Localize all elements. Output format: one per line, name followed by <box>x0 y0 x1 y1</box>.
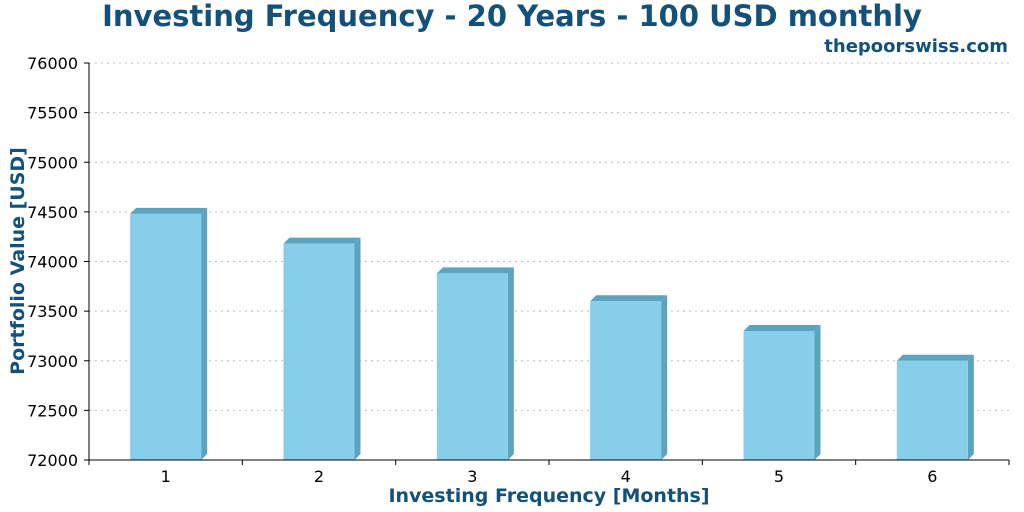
bar-3 <box>436 267 514 460</box>
x-tick-label: 4 <box>621 467 631 486</box>
y-tick-label: 72500 <box>27 401 78 420</box>
bar-front <box>283 243 355 460</box>
bar-front <box>590 301 662 460</box>
y-tick-label: 75500 <box>27 104 78 123</box>
x-axis-label: Investing Frequency [Months] <box>388 485 709 507</box>
y-tick-label: 73000 <box>27 352 78 371</box>
x-tick-label: 1 <box>161 467 171 486</box>
x-tick-label: 3 <box>467 467 477 486</box>
bar-top <box>436 267 514 274</box>
chart-title: Investing Frequency - 20 Years - 100 USD… <box>102 0 922 33</box>
y-tick-label: 74500 <box>27 203 78 222</box>
bar-top <box>590 295 668 302</box>
bar-5 <box>743 324 821 460</box>
bar-front <box>130 213 202 460</box>
bar-front <box>436 273 508 460</box>
y-tick-label: 73500 <box>27 302 78 321</box>
grid-lines <box>89 62 1009 461</box>
bar-top <box>283 237 361 244</box>
watermark-text: thepoorswiss.com <box>824 36 1008 57</box>
y-tick-label: 74000 <box>27 253 78 272</box>
bar-2 <box>283 237 361 460</box>
bar-side <box>967 354 974 460</box>
tick-labels: 72000 72500 73000 73500 74000 74500 75000 75500… <box>27 54 1010 486</box>
bar-1 <box>130 207 208 460</box>
bar-4 <box>590 295 668 460</box>
bar-top <box>896 354 974 361</box>
y-tick-label: 75000 <box>27 153 78 172</box>
bar-side <box>661 295 668 460</box>
y-axis-label: Portfolio Value [USD] <box>7 147 29 375</box>
bar-top <box>743 324 821 331</box>
bar-side <box>354 237 361 460</box>
bars <box>130 207 974 460</box>
y-tick-label: 72000 <box>27 451 78 470</box>
x-tick-label: 5 <box>774 467 784 486</box>
bar-front <box>743 330 815 460</box>
bar-side <box>201 207 208 460</box>
bar-6 <box>896 354 974 460</box>
x-tick-label: 6 <box>927 467 937 486</box>
bar-side <box>814 324 821 460</box>
bar-side <box>507 267 514 460</box>
bar-top <box>130 207 208 214</box>
bar-front <box>896 360 968 460</box>
y-tick-label: 76000 <box>27 54 78 73</box>
x-tick-label: 2 <box>314 467 324 486</box>
